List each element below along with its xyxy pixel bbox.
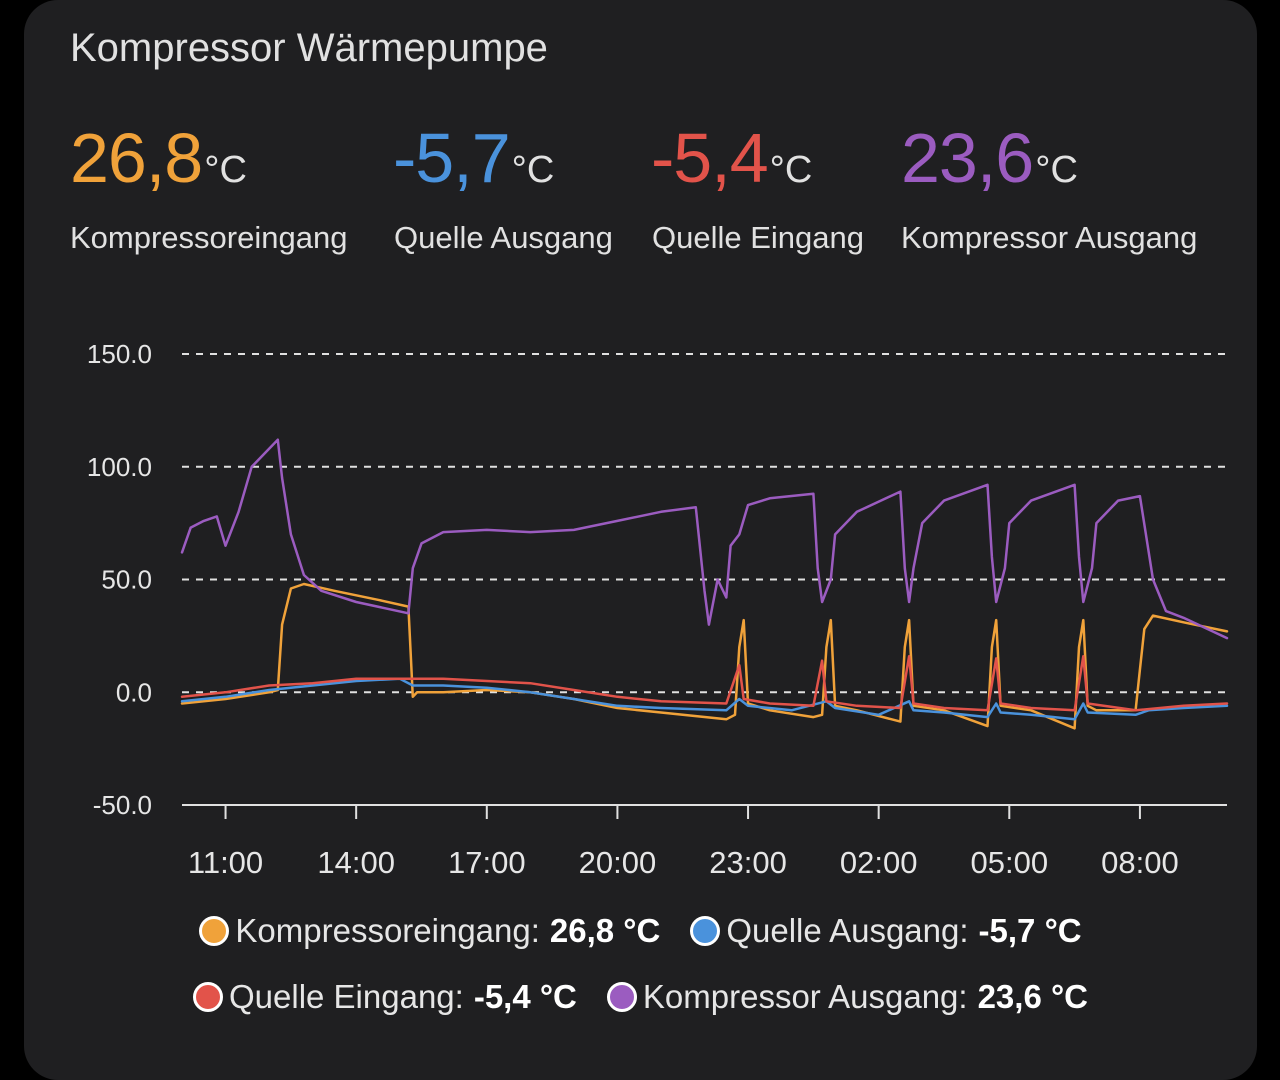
legend-value: -5,4 °C	[473, 978, 577, 1015]
legend-item-kompressor-ausgang[interactable]: Kompressor Ausgang: 23,6 °C	[606, 978, 1089, 1016]
y-tick-label: 100.0	[87, 452, 152, 482]
stat-kompressor-ausgang[interactable]: 23,6°C	[901, 118, 1078, 198]
series-line-kompressoreingang	[180, 582, 1229, 730]
legend-row: Kompressoreingang: 26,8 °C Quelle Ausgan…	[24, 912, 1257, 950]
stat-quelle-eingang[interactable]: -5,4°C	[651, 118, 812, 198]
stat-value: 23,6	[901, 119, 1034, 197]
stat-unit: °C	[769, 149, 813, 191]
x-tick-label: 02:00	[840, 845, 918, 880]
series-line-quelle-ausgang	[180, 677, 1229, 721]
sensor-card: Kompressor Wärmepumpe 26,8°C Kompressore…	[24, 0, 1257, 1080]
series-line-kompressor-ausgang	[180, 438, 1229, 640]
legend-item-quelle-eingang[interactable]: Quelle Eingang: -5,4 °C	[192, 978, 577, 1016]
x-tick-label: 23:00	[709, 845, 787, 880]
stat-value: -5,7	[393, 119, 511, 197]
stat-unit: °C	[511, 149, 555, 191]
stat-unit: °C	[1035, 149, 1078, 191]
x-tick-label: 14:00	[317, 845, 395, 880]
card-title: Kompressor Wärmepumpe	[70, 26, 548, 70]
stat-name: Kompressor Ausgang	[901, 220, 1198, 255]
stat-name: Kompressoreingang	[70, 220, 348, 255]
x-tick-label: 08:00	[1101, 845, 1179, 880]
legend-label: Kompressoreingang:	[235, 912, 540, 949]
legend-value: 26,8 °C	[549, 912, 661, 949]
stat-name: Quelle Eingang	[652, 220, 864, 255]
legend-label: Kompressor Ausgang:	[642, 978, 968, 1015]
legend-dot-icon	[199, 916, 230, 946]
legend-item-quelle-ausgang[interactable]: Quelle Ausgang: -5,7 °C	[690, 912, 1082, 950]
legend-item-kompressoreingang[interactable]: Kompressoreingang: 26,8 °C	[199, 912, 660, 950]
x-tick-label: 20:00	[579, 845, 657, 880]
y-tick-label: 0.0	[116, 677, 152, 707]
stat-value: -5,4	[651, 119, 769, 197]
stat-value: 26,8	[70, 119, 203, 197]
legend-label: Quelle Eingang:	[228, 978, 464, 1015]
x-tick-label: 11:00	[188, 845, 263, 880]
y-tick-label: 150.0	[87, 339, 152, 369]
stat-unit: °C	[204, 149, 247, 191]
legend-value: -5,7 °C	[978, 912, 1082, 949]
series-line-quelle-eingang	[180, 654, 1229, 712]
y-tick-label: -50.0	[93, 790, 152, 820]
legend-dot-icon	[192, 982, 223, 1012]
stat-name: Quelle Ausgang	[394, 220, 613, 255]
stat-kompressoreingang[interactable]: 26,8°C	[70, 118, 247, 198]
legend-dot-icon	[690, 916, 721, 946]
legend-value: 23,6 °C	[977, 978, 1089, 1015]
stat-quelle-ausgang[interactable]: -5,7°C	[393, 118, 554, 198]
legend-label: Quelle Ausgang:	[726, 912, 969, 949]
legend-row: Quelle Eingang: -5,4 °C Kompressor Ausga…	[24, 978, 1257, 1016]
y-tick-label: 50.0	[101, 565, 152, 595]
legend-dot-icon	[606, 982, 637, 1012]
x-tick-label: 05:00	[971, 845, 1049, 880]
x-tick-label: 17:00	[448, 845, 526, 880]
line-chart[interactable]: -50.0 0.0 50.0 100.0 150.0 11:00 14:00 17:00 20:…	[24, 0, 1257, 900]
